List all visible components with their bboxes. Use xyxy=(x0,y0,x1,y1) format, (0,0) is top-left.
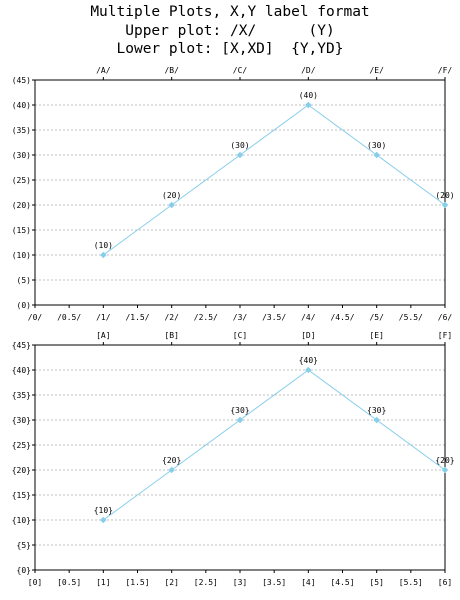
top-category-label: [D] xyxy=(301,331,315,340)
top-category-label: [E] xyxy=(369,331,383,340)
lower-plot: {0} {5} {10} {15} {20} {25} {30} {35} {40} {45} [0… xyxy=(12,331,455,587)
y-tick-label: (0) xyxy=(17,301,31,310)
x-tick-label: /0.5/ xyxy=(57,313,81,322)
data-label: (20) xyxy=(435,191,454,200)
plot-frame xyxy=(34,79,446,306)
data-point xyxy=(236,151,244,159)
x-tick-label: /5.5/ xyxy=(399,313,423,322)
chart-title-block: Multiple Plots, X,Y label format Upper p… xyxy=(0,3,460,59)
top-category-label: /E/ xyxy=(369,66,384,75)
x-tick-label: /6/ xyxy=(438,313,453,322)
y-tick-label: (40) xyxy=(12,101,31,110)
top-category-label: /D/ xyxy=(301,66,316,75)
y-tick-label: (10) xyxy=(12,251,31,260)
data-label: {40} xyxy=(299,356,318,365)
y-tick-label: (35) xyxy=(12,126,31,135)
data-point xyxy=(168,466,175,474)
x-tick-label: [6] xyxy=(438,578,452,587)
y-tick-label: (15) xyxy=(12,226,31,235)
x-tick-label: [3] xyxy=(233,578,247,587)
x-tick-label: /4/ xyxy=(301,313,316,322)
upper-plot: (0) (5) (10) (15) (20) (25) (30) (35) (40) (45) /0… xyxy=(12,66,455,322)
x-tick-label: [5.5] xyxy=(399,578,423,587)
y-tick-label: (30) xyxy=(12,151,31,160)
data-label: {30} xyxy=(367,406,386,415)
x-tick-label: /3.5/ xyxy=(262,313,286,322)
series-line xyxy=(103,104,446,256)
x-tick-label: /3/ xyxy=(233,313,248,322)
x-tick-label: [1] xyxy=(96,578,110,587)
x-tick-label: [0] xyxy=(28,578,42,587)
data-point xyxy=(441,466,449,474)
top-category-label: /A/ xyxy=(96,66,111,75)
data-point xyxy=(236,416,244,424)
data-point xyxy=(100,251,107,259)
chart-title: Multiple Plots, X,Y label format xyxy=(90,4,370,20)
x-tick-label: [5] xyxy=(369,578,383,587)
x-tick-label: /5/ xyxy=(369,313,384,322)
x-tick-label: [4] xyxy=(301,578,315,587)
data-point xyxy=(305,366,312,374)
y-tick-label: (5) xyxy=(17,276,31,285)
data-point xyxy=(168,201,175,209)
y-tick-label: {10} xyxy=(12,516,31,525)
data-label: (30) xyxy=(367,141,386,150)
y-tick-label: (25) xyxy=(12,176,31,185)
top-category-label: /C/ xyxy=(233,66,248,75)
x-tick-label: [1.5] xyxy=(125,578,149,587)
y-tick-label: {25} xyxy=(12,441,31,450)
series-line xyxy=(103,369,446,521)
plot-frame xyxy=(34,344,446,571)
data-label: (30) xyxy=(230,141,249,150)
data-label: (20) xyxy=(162,191,181,200)
data-label: {20} xyxy=(435,456,454,465)
data-point xyxy=(100,516,107,524)
x-tick-label: /1/ xyxy=(96,313,111,322)
x-tick-label: /2.5/ xyxy=(194,313,218,322)
top-category-label: [A] xyxy=(96,331,110,340)
chart-subtitle-lower: Lower plot: [X,XD] {Y,YD} xyxy=(116,41,344,57)
x-tick-label: /2/ xyxy=(164,313,179,322)
y-tick-label: {15} xyxy=(12,491,31,500)
y-tick-label: {20} xyxy=(12,466,31,475)
data-point xyxy=(373,151,380,159)
top-category-label: [B] xyxy=(164,331,178,340)
y-tick-label: {45} xyxy=(12,341,31,350)
data-label: (10) xyxy=(94,241,113,250)
y-tick-label: {35} xyxy=(12,391,31,400)
y-tick-label: {30} xyxy=(12,416,31,425)
y-tick-label: (45) xyxy=(12,76,31,85)
x-tick-label: /1.5/ xyxy=(125,313,149,322)
x-tick-label: /4.5/ xyxy=(330,313,354,322)
x-tick-label: /0/ xyxy=(28,313,43,322)
x-tick-label: [0.5] xyxy=(57,578,81,587)
x-tick-label: [2] xyxy=(164,578,178,587)
top-category-label: [F] xyxy=(438,331,452,340)
y-tick-label: (20) xyxy=(12,201,31,210)
chart-subtitle-upper: Upper plot: /X/ (Y) xyxy=(125,22,335,39)
x-tick-label: [2.5] xyxy=(194,578,218,587)
y-tick-label: {5} xyxy=(17,541,31,550)
y-tick-label: {40} xyxy=(12,366,31,375)
data-label: (40) xyxy=(299,91,318,100)
top-category-label: [C] xyxy=(233,331,247,340)
top-category-label: /F/ xyxy=(438,66,453,75)
top-category-label: /B/ xyxy=(164,66,179,75)
data-label: {20} xyxy=(162,456,181,465)
x-tick-label: [3.5] xyxy=(262,578,286,587)
data-point xyxy=(305,101,312,109)
data-label: {30} xyxy=(230,406,249,415)
y-tick-label: {0} xyxy=(17,566,31,575)
x-tick-label: [4.5] xyxy=(330,578,354,587)
data-label: {10} xyxy=(94,506,113,515)
data-point xyxy=(441,201,449,209)
data-point xyxy=(373,416,380,424)
